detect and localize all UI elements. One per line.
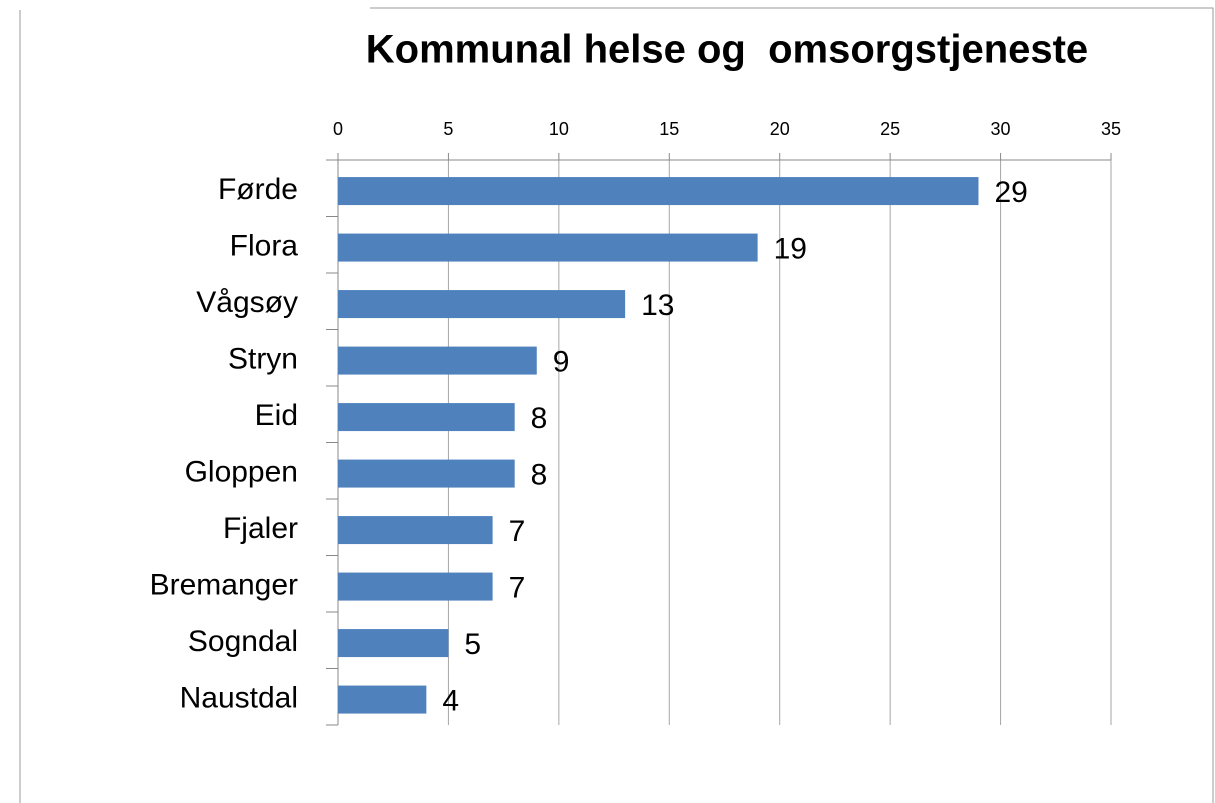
x-tick-label: 35 xyxy=(1101,119,1121,139)
data-label: 4 xyxy=(442,684,459,717)
bar xyxy=(338,629,449,658)
data-label: 7 xyxy=(509,515,526,548)
data-label: 8 xyxy=(531,458,548,491)
y-tick-label: Førde xyxy=(218,173,298,206)
x-tick-label: 10 xyxy=(549,119,569,139)
frame xyxy=(19,7,1214,803)
data-label: 7 xyxy=(509,571,526,604)
bar xyxy=(338,516,493,545)
data-label: 8 xyxy=(531,402,548,435)
data-label: 9 xyxy=(553,345,570,378)
y-tick-label: Sogndal xyxy=(188,625,298,658)
y-tick-label: Fjaler xyxy=(223,512,298,545)
x-tick-label: 20 xyxy=(770,119,790,139)
bar xyxy=(338,403,515,432)
y-tick-label: Gloppen xyxy=(185,455,298,488)
x-tick-label: 0 xyxy=(333,119,343,139)
y-tick-label: Eid xyxy=(255,399,298,432)
y-tick-label: Bremanger xyxy=(150,568,298,601)
bar xyxy=(338,177,979,206)
bar xyxy=(338,233,758,262)
x-tick-label: 5 xyxy=(443,119,453,139)
y-tick-label: Naustdal xyxy=(180,681,298,714)
bar xyxy=(338,459,515,488)
x-tick-label: 25 xyxy=(880,119,900,139)
data-label: 13 xyxy=(641,289,674,322)
y-tick-label: Flora xyxy=(230,229,299,262)
chart-title: Kommunal helse og omsorgstjeneste xyxy=(366,28,1088,72)
bar xyxy=(338,685,427,714)
bar xyxy=(338,346,537,375)
y-tick-label: Stryn xyxy=(228,342,298,375)
x-tick-label: 15 xyxy=(659,119,679,139)
bar xyxy=(338,572,493,601)
y-tick-label: Vågsøy xyxy=(196,286,298,319)
data-label: 5 xyxy=(464,628,481,661)
data-label: 19 xyxy=(774,232,807,265)
data-label: 29 xyxy=(994,176,1027,209)
bar xyxy=(338,290,626,319)
x-tick-label: 30 xyxy=(991,119,1011,139)
